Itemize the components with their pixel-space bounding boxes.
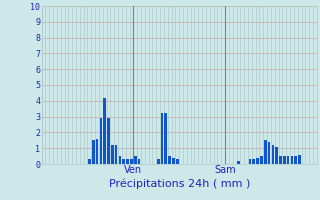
Bar [275, 147, 278, 164]
Bar [260, 156, 263, 164]
Bar [298, 155, 301, 164]
Bar [103, 98, 106, 164]
Bar [283, 156, 286, 164]
Bar [256, 158, 259, 164]
Bar [268, 142, 270, 164]
Bar [291, 156, 293, 164]
Bar [249, 159, 251, 164]
Bar [168, 156, 171, 164]
Bar [164, 113, 167, 164]
Bar [119, 156, 121, 164]
Bar [96, 139, 98, 164]
Bar [271, 145, 274, 164]
Bar [157, 159, 159, 164]
Bar [92, 140, 94, 164]
Bar [252, 159, 255, 164]
Bar [279, 156, 282, 164]
Bar [161, 113, 163, 164]
Bar [107, 118, 110, 164]
Bar [294, 156, 297, 164]
Bar [237, 161, 240, 164]
Bar [176, 159, 179, 164]
Bar [138, 159, 140, 164]
X-axis label: Précipitations 24h ( mm ): Précipitations 24h ( mm ) [108, 178, 250, 189]
Bar [100, 118, 102, 164]
Bar [115, 145, 117, 164]
Bar [88, 159, 91, 164]
Bar [111, 145, 114, 164]
Bar [126, 159, 129, 164]
Bar [134, 156, 137, 164]
Bar [130, 159, 133, 164]
Bar [264, 140, 267, 164]
Bar [123, 159, 125, 164]
Bar [172, 158, 175, 164]
Bar [287, 156, 290, 164]
